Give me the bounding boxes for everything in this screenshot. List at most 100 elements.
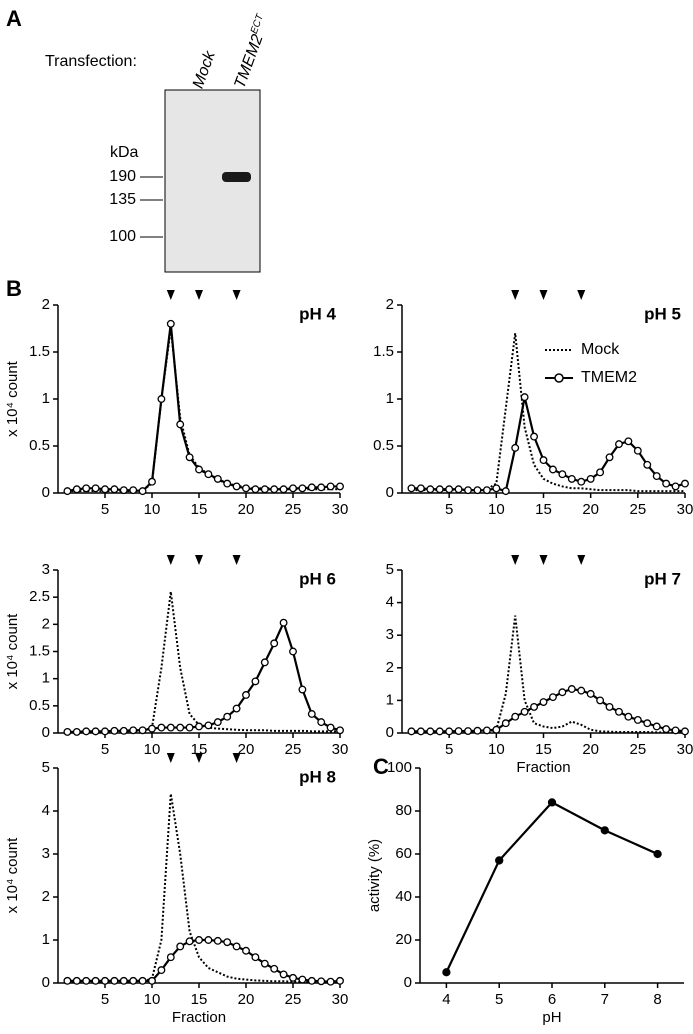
panel-label: B [6,276,22,301]
chart-title: pH 5 [644,304,681,323]
data-point [464,486,472,495]
data-point [530,432,539,441]
data-point [326,723,335,732]
data-point [442,968,451,977]
data-point [110,726,119,735]
y-tick-label: 0 [386,484,394,501]
data-point [298,685,307,694]
y-axis-label: x 10⁴ count [4,360,21,436]
data-point [129,486,138,495]
x-tick-label: 30 [677,501,693,518]
fraction-arrow [577,290,586,300]
data-point [129,726,138,735]
data-point [176,723,185,732]
data-point [101,485,109,494]
data-point [91,976,100,985]
x-tick-label: 10 [144,741,161,758]
fraction-arrow [195,555,203,565]
data-point [482,726,491,735]
data-point [615,440,623,449]
lane-label: TMEM2ECT [229,12,274,91]
y-tick-label: 0.5 [29,697,50,714]
fraction-arrow [232,753,241,763]
data-point [148,724,156,733]
y-tick-label: 2 [386,659,394,676]
data-point [681,479,689,488]
legend-label: Mock [581,341,620,358]
series-line [411,396,686,493]
data-point [511,712,520,721]
y-tick-label: 0 [404,974,412,991]
lane-label: Mock [190,48,219,91]
blot-band [222,172,251,182]
data-point [110,485,119,494]
legend-label: TMEM2 [581,369,637,386]
y-tick-label: 2 [42,296,50,313]
data-point [166,723,175,732]
data-point [662,725,671,734]
x-tick-label: 6 [548,991,556,1008]
transfection-label: Transfection: [45,53,137,70]
data-point [482,486,491,495]
marker-label: 190 [109,168,136,185]
y-tick-label: 80 [395,802,412,819]
data-point [501,719,510,728]
data-point [495,856,504,865]
x-tick-label: 5 [101,991,109,1008]
data-point [148,477,156,486]
data-point [213,936,222,945]
data-point [176,420,185,429]
data-point [213,718,222,727]
data-point [520,393,529,402]
chart-title: pH 7 [644,569,681,588]
x-tick-label: 5 [101,501,109,518]
data-point [577,477,586,486]
y-tick-label: 3 [42,845,50,862]
y-tick-label: 2 [42,888,50,905]
data-point [586,474,595,483]
data-point [605,702,614,711]
data-point [596,696,605,705]
series-line [67,619,341,734]
data-point [138,487,147,496]
data-point [289,484,297,493]
fraction-arrow [511,290,520,300]
y-tick-label: 1 [42,931,50,948]
x-axis-label: Fraction [172,1009,226,1026]
data-point [624,437,633,446]
series-line [411,333,685,493]
chart-title: pH 8 [299,767,336,786]
series-line [67,793,340,984]
data-point [652,722,661,731]
data-point [671,726,680,735]
data-point [279,485,288,494]
data-point [558,470,567,479]
data-point [445,727,454,736]
data-point [119,976,128,985]
data-point [530,702,539,711]
data-point [72,485,81,494]
data-point [195,936,203,944]
data-point [82,976,91,985]
fraction-arrow [539,290,548,300]
data-point [454,727,463,735]
data-point [110,976,119,985]
x-tick-label: 25 [285,991,302,1008]
chart-title: pH 6 [299,569,336,588]
y-tick-label: 0 [386,724,394,741]
data-point [204,470,213,479]
y-tick-label: 1 [42,390,50,407]
x-tick-label: 10 [144,501,161,518]
data-point [289,973,297,982]
data-point [652,472,661,481]
data-point [596,468,605,477]
data-point [260,485,269,494]
data-point [176,942,185,951]
x-tick-label: 25 [285,501,302,518]
y-axis-label: x 10⁴ count [4,613,21,689]
x-tick-label: 15 [535,501,552,518]
x-tick-label: 15 [191,741,208,758]
data-point [298,484,307,493]
data-point [270,639,279,648]
x-tick-label: 20 [238,991,255,1008]
